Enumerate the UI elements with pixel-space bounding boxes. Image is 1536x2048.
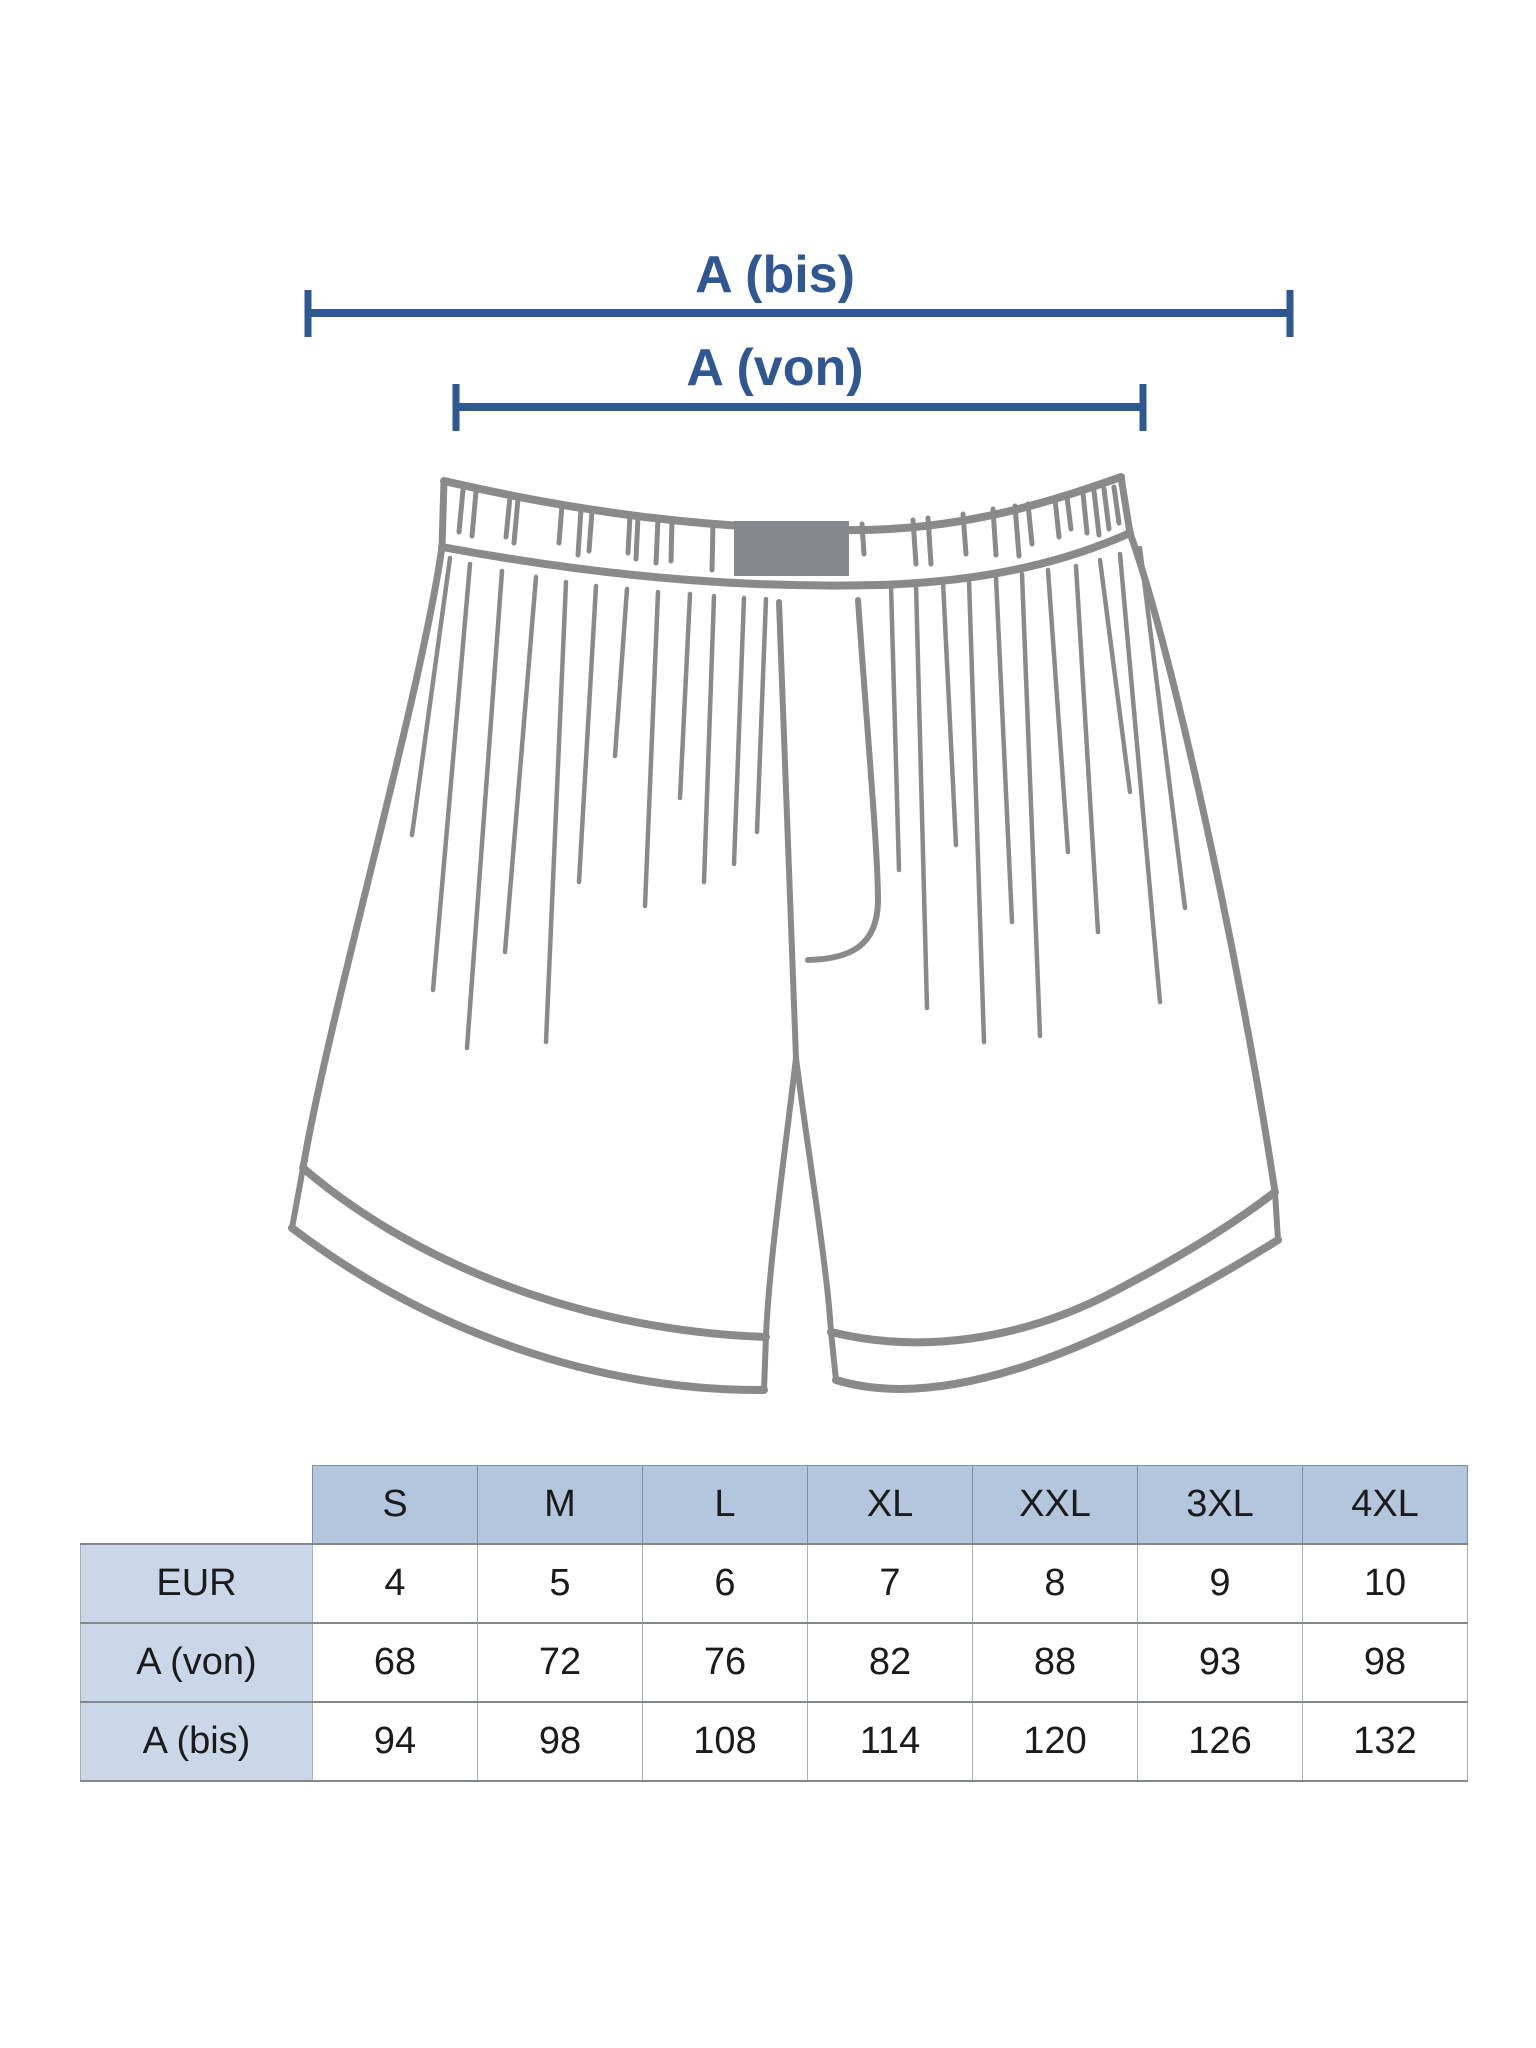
size-col-header: 4XL — [1302, 1465, 1468, 1545]
size-col-header: 3XL — [1137, 1465, 1303, 1545]
size-value-cell: 72 — [477, 1621, 643, 1702]
table-row-sizes: S M L XL XXL 3XL 4XL — [80, 1465, 1468, 1545]
size-value-cell: 120 — [972, 1700, 1138, 1782]
size-value-cell: 76 — [642, 1621, 808, 1702]
leg-split — [761, 1055, 839, 1393]
fold-lines-left — [409, 555, 769, 1051]
a-bis-label: A (bis) — [695, 246, 855, 304]
a-von-label: A (von) — [686, 339, 863, 397]
size-col-header: XL — [807, 1465, 973, 1545]
shorts-body-outline — [299, 529, 1279, 1196]
size-col-header: S — [312, 1465, 478, 1545]
size-value-cell: 108 — [642, 1700, 808, 1782]
shorts-measurement-diagram: A (bis) A (von) — [288, 246, 1294, 1395]
size-table: S M L XL XXL 3XL 4XL EUR 4 5 6 7 8 9 10 — [80, 1465, 1468, 1782]
table-row-a-bis: A (bis) 94 98 108 114 120 126 132 — [80, 1700, 1468, 1782]
size-value-cell: 94 — [312, 1700, 478, 1782]
right-leg-hem — [827, 1188, 1282, 1393]
left-leg-hem — [288, 1164, 770, 1395]
fly-opening — [776, 597, 881, 1061]
size-value-cell: 98 — [1302, 1621, 1468, 1702]
size-value-cell: 98 — [477, 1700, 643, 1782]
boxer-shorts-illustration — [288, 473, 1282, 1395]
size-value-cell: 9 — [1137, 1542, 1303, 1623]
table-row-eur: EUR 4 5 6 7 8 9 10 — [80, 1542, 1468, 1623]
measurement-annotations: A (bis) A (von) — [304, 246, 1294, 431]
fold-lines-right — [888, 545, 1188, 1045]
a-von-measure-line — [452, 384, 1147, 431]
table-corner-cell — [80, 1465, 313, 1544]
size-col-header: XXL — [972, 1465, 1138, 1545]
size-value-cell: 68 — [312, 1621, 478, 1702]
waistband-label-patch — [734, 521, 849, 576]
size-value-cell: 4 — [312, 1542, 478, 1623]
size-value-cell: 132 — [1302, 1700, 1468, 1782]
size-value-cell: 126 — [1137, 1700, 1303, 1782]
size-value-cell: 6 — [642, 1542, 808, 1623]
table-row-a-von: A (von) 68 72 76 82 88 93 98 — [80, 1621, 1468, 1702]
waistband-gathers-right — [859, 484, 1122, 567]
size-col-header: L — [642, 1465, 808, 1545]
row-label: A (von) — [80, 1621, 313, 1702]
size-col-header: M — [477, 1465, 643, 1545]
row-label: EUR — [80, 1542, 313, 1623]
a-bis-measure-line — [304, 290, 1294, 337]
size-value-cell: 88 — [972, 1621, 1138, 1702]
size-value-cell: 5 — [477, 1542, 643, 1623]
size-value-cell: 10 — [1302, 1542, 1468, 1623]
size-value-cell: 82 — [807, 1621, 973, 1702]
size-value-cell: 7 — [807, 1542, 973, 1623]
size-value-cell: 114 — [807, 1700, 973, 1782]
size-value-cell: 93 — [1137, 1621, 1303, 1702]
waistband-gathers-left — [456, 487, 716, 573]
size-value-cell: 8 — [972, 1542, 1138, 1623]
row-label: A (bis) — [80, 1700, 313, 1782]
